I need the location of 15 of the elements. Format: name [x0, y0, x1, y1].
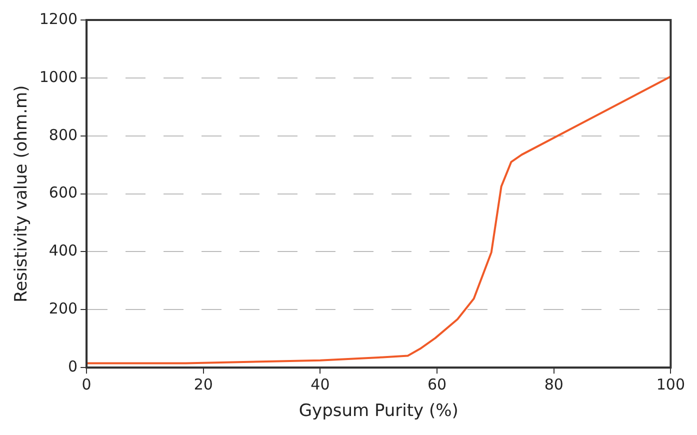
y-tick-label: 0 — [68, 357, 78, 376]
x-tick-label: 100 — [656, 375, 686, 394]
y-tick-label: 800 — [48, 126, 78, 144]
y-tick-label: 400 — [48, 242, 78, 260]
x-tick-label: 40 — [310, 375, 330, 394]
y-tick-label: 600 — [48, 184, 78, 202]
y-tick-label: 200 — [48, 300, 78, 318]
x-axis-title: Gypsum Purity (%) — [298, 401, 458, 422]
x-tick-label: 0 — [82, 375, 92, 394]
x-tick-label: 80 — [544, 375, 564, 394]
y-tick-label: 1200 — [39, 10, 78, 28]
y-tick-label: 1000 — [39, 68, 78, 86]
x-tick-label: 60 — [427, 375, 447, 394]
x-tick-label: 20 — [194, 375, 213, 394]
y-axis-title: Resistivity value (ohm.m) — [12, 85, 32, 302]
